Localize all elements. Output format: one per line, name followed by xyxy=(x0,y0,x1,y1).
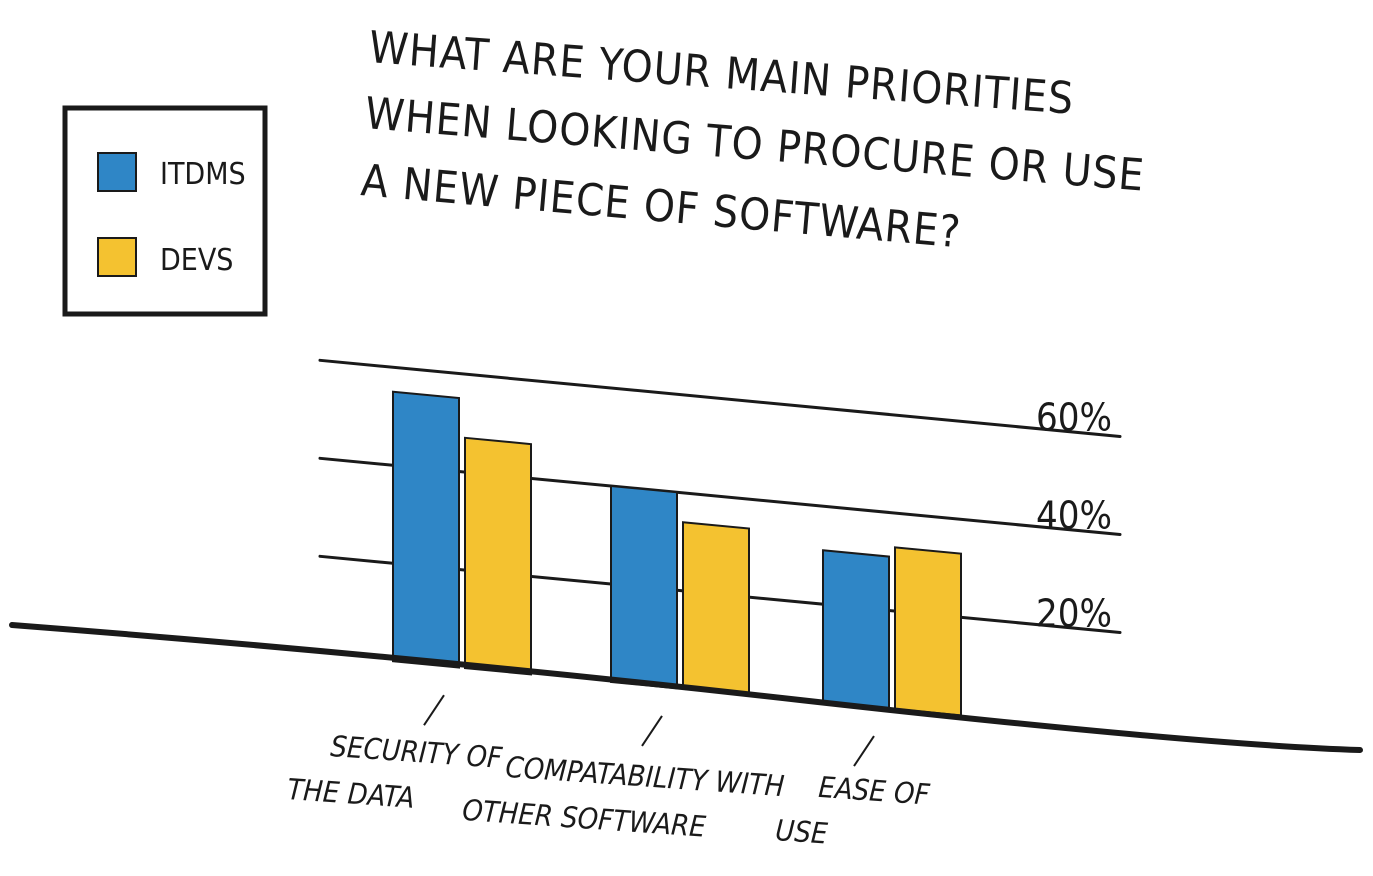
legend-label-itdms: ITDMS xyxy=(160,157,246,192)
bar-devs-3 xyxy=(894,546,962,717)
category-tick-3 xyxy=(853,735,875,767)
bar-itdms-1 xyxy=(392,390,460,669)
bar-itdms-3 xyxy=(822,549,890,710)
y-tick-label-60: 60% xyxy=(1036,395,1112,439)
category-tick-1 xyxy=(423,694,445,726)
bar-devs-1 xyxy=(464,436,532,676)
category-tick-2 xyxy=(641,715,663,747)
category-label-3-line-2: USE xyxy=(774,813,829,851)
bars xyxy=(392,390,962,717)
category-label-2-line-1: COMPATABILITY WITH xyxy=(504,750,785,803)
legend-swatch-itdms xyxy=(97,152,137,192)
legend-label-devs: DEVS xyxy=(160,243,233,278)
y-tick-label-40: 40% xyxy=(1036,493,1112,537)
gridlines: 20% 40% 60% xyxy=(318,358,1122,635)
bar-itdms-2 xyxy=(610,484,678,690)
y-tick-label-20: 20% xyxy=(1036,591,1112,635)
category-label-1-line-2: THE DATA xyxy=(286,772,415,815)
baseline xyxy=(9,622,1363,753)
legend-frame xyxy=(62,105,268,317)
category-label-3-line-1: EASE OF xyxy=(817,770,931,812)
chart-title: WHAT ARE YOUR MAIN PRIORITIES WHEN LOOKI… xyxy=(359,22,1146,258)
legend-swatch-devs xyxy=(97,237,137,277)
category-label-1-line-1: SECURITY OF xyxy=(329,729,504,775)
legend: ITDMS DEVS xyxy=(62,105,268,317)
bar-devs-2 xyxy=(682,521,750,697)
gridline-60 xyxy=(318,358,1122,438)
category-label-2-line-2: OTHER SOFTWARE xyxy=(461,793,707,844)
